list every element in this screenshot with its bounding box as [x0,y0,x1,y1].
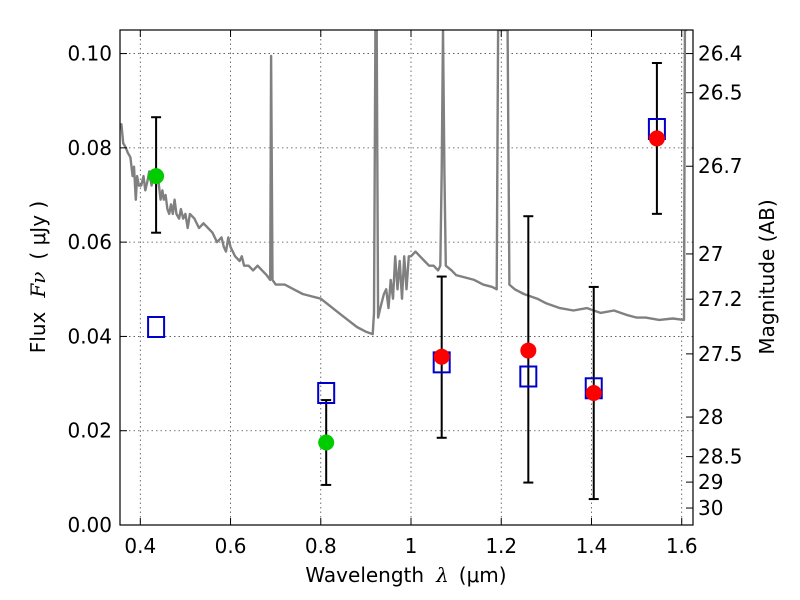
x-tick-label: 1.4 [576,534,608,558]
non-detection-point [318,434,335,451]
x-axis-label-symbol: λ [435,563,449,587]
y-axis-label-symbol: Fν [26,272,50,299]
y-axis-label-unit: ( μJy ) [26,201,50,260]
template-flux-square [147,316,166,338]
y-tick-label: 0.00 [67,513,112,537]
tick-marks [120,30,693,526]
x-tick-labels: 0.4 0.6 0.8 1 1.2 1.4 1.6 [124,534,697,558]
template-flux-square [317,382,336,404]
detection-point [433,348,450,365]
mag-tick-label: 29 [698,470,723,494]
mag-tick-label: 27.2 [698,287,743,311]
mag-tick-label: 30 [698,496,723,520]
x-tick-label: 1.6 [666,534,698,558]
x-tick-label: 0.6 [215,534,247,558]
mag-tick-label: 27.5 [698,342,743,366]
plot-area [120,30,688,336]
detection-point [648,130,665,147]
y-tick-label: 0.04 [67,324,112,348]
x-axis-label-unit: (μm) [459,563,507,587]
x-axis-label: Wavelength λ (μm) [305,563,506,587]
mag-tick-label: 28.5 [698,445,743,469]
non-detection-point [148,168,165,185]
y-tick-label: 0.02 [67,419,112,443]
plot-frame [119,29,694,526]
markers [147,118,666,451]
x-axis-label-text: Wavelength [305,563,424,587]
y-tick-label: 0.10 [67,42,112,66]
detection-point [585,385,602,401]
grid [120,30,693,526]
y-tick-label: 0.06 [67,230,112,254]
mag-tick-label: 28 [698,405,723,429]
sed-model-line [120,30,688,336]
mag-tick-label: 26.7 [698,154,743,178]
y-axis-label-text: Flux [26,311,50,353]
x-tick-label: 0.4 [124,534,156,558]
x-tick-label: 1.2 [485,534,517,558]
mag-tick-label: 26.5 [698,81,743,105]
y-tick-label: 0.08 [67,136,112,160]
y2-axis-label: Magnitude (AB) [755,199,779,354]
detection-point [520,342,537,359]
template-flux-square [519,365,538,388]
x-tick-label: 0.8 [305,534,337,558]
mag-tick-label: 27 [698,242,723,266]
x-tick-label: 1 [405,534,418,558]
y-axis-label: Flux Fν ( μJy ) [26,201,50,353]
mag-tick-label: 26.4 [698,42,743,66]
y-tick-labels: 0.00 0.02 0.04 0.06 0.08 0.10 [67,42,112,537]
